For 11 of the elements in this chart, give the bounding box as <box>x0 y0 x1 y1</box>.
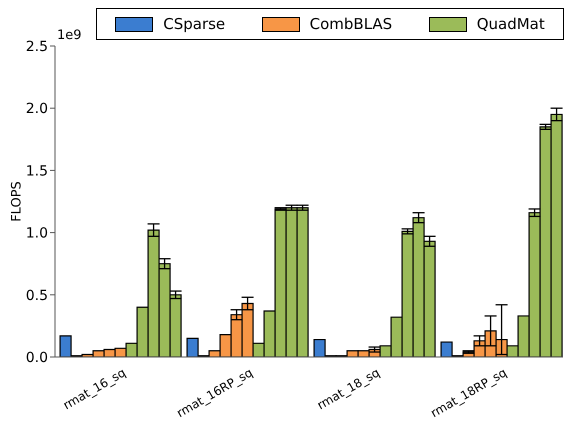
legend-label: QuadMat <box>476 15 545 33</box>
y-tick-label: 2.0 <box>26 101 48 118</box>
y-tick-label: 0.0 <box>26 350 48 366</box>
y-tick-label: 0.5 <box>26 288 48 304</box>
y-tick-label: 1.5 <box>26 163 48 180</box>
y-tick-label: 1.0 <box>26 226 48 242</box>
y-axis-title: FLOPS <box>10 181 25 222</box>
legend-label: CSparse <box>163 15 226 33</box>
y-tick-label: 2.5 <box>26 38 48 55</box>
legend-label: CombBLAS <box>310 15 392 33</box>
text: 1e9 <box>57 28 82 43</box>
